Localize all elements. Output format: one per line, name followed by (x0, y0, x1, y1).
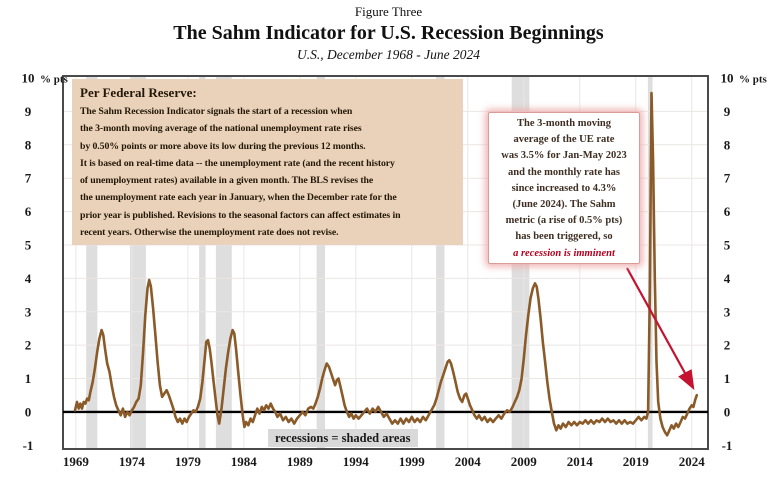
y-tick-label-left: 10 (22, 71, 35, 86)
y-tick-label-left: 0 (25, 404, 32, 419)
figure-label: Figure Three (354, 4, 423, 19)
y-axis-unit-left: % pts (40, 74, 69, 86)
y-tick-label-left: 8 (25, 137, 32, 152)
y-tick-label-right: 2 (724, 338, 731, 353)
recessions-legend: recessions = shaded areas (268, 429, 418, 447)
recession-imminent-arrow (626, 267, 695, 391)
x-tick-label: 1984 (231, 454, 258, 469)
forecast-note-box: The 3-month moving average of the UE rat… (488, 112, 640, 264)
y-tick-label-left: 3 (25, 304, 32, 319)
y-tick-label-right: 10 (721, 71, 734, 86)
y-tick-label-right: 0 (724, 404, 731, 419)
forecast-note-line: since increased to 4.3% (511, 182, 617, 194)
recession-band (199, 76, 206, 449)
y-tick-label-right: -1 (722, 438, 733, 453)
x-tick-label: 1989 (287, 454, 314, 469)
chart-title: The Sahm Indicator for U.S. Recession Be… (173, 22, 604, 44)
sahm-indicator-line (73, 91, 699, 437)
recession-band (86, 76, 98, 449)
forecast-note-red-line: a recession is imminent (513, 247, 615, 259)
forecast-note-line: (June 2024). The Sahm (512, 199, 616, 211)
y-tick-label-right: 5 (724, 238, 731, 253)
y-tick-label-left: 6 (25, 204, 32, 219)
federal-reserve-note-box: Per Federal Reserve: The Sahm Recession … (72, 79, 463, 245)
x-tick-label: 1999 (399, 454, 426, 469)
x-tick-label: 1994 (343, 454, 370, 469)
y-tick-label-right: 4 (724, 271, 731, 286)
y-tick-label-right: 9 (724, 104, 731, 119)
y-tick-label-left: 2 (25, 338, 32, 353)
y-tick-label-right: 6 (724, 204, 731, 219)
y-tick-label-left: 5 (25, 238, 32, 253)
title-block: Figure Three The Sahm Indicator for U.S.… (0, 4, 777, 63)
forecast-note-line: average of the UE rate (513, 134, 615, 146)
y-tick-label-left: 7 (25, 171, 32, 186)
fed-note-heading: Per Federal Reserve: (80, 85, 197, 100)
forecast-note-line: metric (a rise of 0.5% pts) (505, 215, 623, 227)
x-tick-label: 1974 (119, 454, 146, 469)
x-tick-label: 1969 (63, 454, 90, 469)
fed-note-line: by 0.50% points or more above its low du… (80, 140, 366, 152)
recession-band (316, 76, 325, 449)
fed-note-line: the unemployment rate each year in Janua… (80, 192, 397, 204)
y-tick-label-left: 4 (25, 271, 32, 286)
x-tick-label: 2014 (567, 454, 594, 469)
y-tick-label-right: 1 (724, 371, 731, 386)
recession-band (436, 76, 445, 449)
y-tick-label-left: -1 (23, 438, 34, 453)
forecast-note-line: The 3-month moving (517, 118, 611, 129)
fed-note-line: It is based on real-time data -- the une… (80, 157, 395, 169)
forecast-note-line: was 3.5% for Jan-May 2023 (501, 150, 627, 162)
fed-note-line: of unemployment rates) available in a gi… (80, 175, 374, 187)
x-tick-label: 2009 (511, 454, 538, 469)
y-tick-label-left: 1 (25, 371, 32, 386)
fed-note-line: The Sahm Recession Indicator signals the… (80, 106, 353, 117)
y-axis-unit-right: % pts (739, 74, 768, 86)
chart-subtitle: U.S., December 1968 - June 2024 (297, 47, 480, 62)
x-tick-label: 2004 (455, 454, 482, 469)
fed-note-line: recent years. Otherwise the unemployment… (80, 227, 339, 239)
y-tick-label-right: 7 (724, 171, 731, 186)
x-tick-label: 1979 (175, 454, 202, 469)
plot-frame (62, 75, 709, 450)
y-tick-label-left: 9 (25, 104, 32, 119)
fed-note-line: the 3-month moving average of the nation… (80, 123, 362, 135)
x-tick-label: 2024 (679, 454, 706, 469)
forecast-note-line: and the monthly rate has (507, 166, 620, 178)
x-tick-label: 2019 (623, 454, 650, 469)
y-tick-label-right: 8 (724, 137, 731, 152)
forecast-note-line: has been triggered, so (515, 231, 613, 243)
y-tick-label-right: 3 (724, 304, 731, 319)
fed-note-line: prior year is published. Revisions to th… (80, 209, 401, 221)
